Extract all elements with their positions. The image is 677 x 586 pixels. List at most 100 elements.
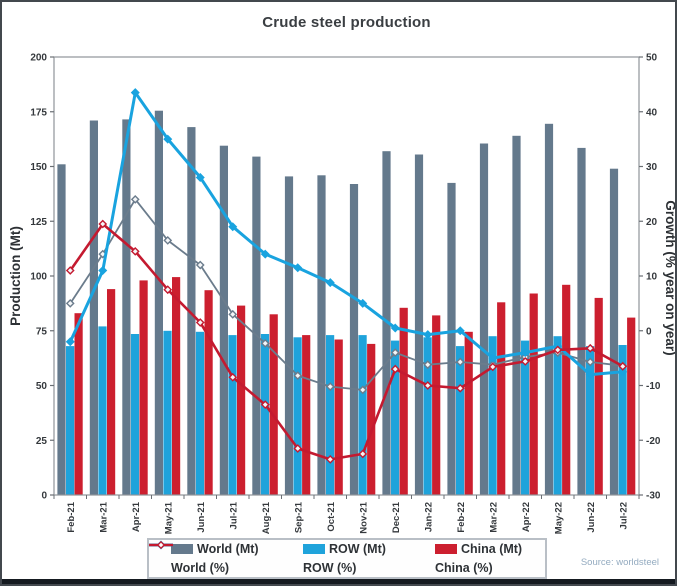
bar-china-mt-: [74, 313, 83, 495]
bar-world-mt-: [349, 184, 359, 495]
x-axis-label: Aug-21: [261, 501, 272, 534]
bar-world-mt-: [544, 123, 554, 496]
legend-label: ROW (Mt): [329, 542, 386, 557]
left-tick-label: 50: [36, 381, 48, 392]
marker-row-: [195, 172, 205, 182]
bar-row-mt-: [358, 335, 367, 495]
right-tick-label: 0: [646, 326, 652, 337]
bar-china-mt-: [139, 280, 148, 495]
x-axis-label: Sep-21: [293, 501, 304, 533]
bar-world-mt-: [512, 135, 521, 496]
bar-row-mt-: [130, 334, 140, 495]
marker-row-: [260, 249, 270, 259]
bar-row-mt-: [98, 326, 107, 495]
marker-row-: [618, 367, 628, 377]
bar-china-mt-: [497, 302, 506, 495]
legend-item-world-mt-: World (Mt): [149, 542, 281, 556]
marker-china-: [98, 219, 108, 229]
bar-world-mt-: [187, 127, 196, 495]
bar-world-mt-: [89, 120, 98, 495]
legend-swatch-icon: [171, 544, 193, 555]
axes-group: 0 25 50 75 100 125 150 175 200 -30 -20 -10 0 10 20 30 40…: [30, 53, 661, 535]
bar-row-mt-: [228, 335, 237, 495]
marker-china-: [325, 455, 335, 464]
marker-row-: [293, 263, 303, 273]
marker-row-: [520, 348, 530, 358]
x-axis-label: May-21: [163, 501, 174, 534]
marker-row-: [585, 370, 595, 380]
bar-china-mt-: [529, 293, 538, 495]
marker-world-: [423, 360, 433, 370]
bar-world-mt-: [414, 154, 424, 495]
chart-legend: World (Mt) ROW (Mt) China (Mt) World (%) ROW…: [147, 538, 547, 579]
bar-china-mt-: [627, 317, 636, 495]
legend-swatch-icon: [435, 544, 457, 555]
marker-world-: [358, 385, 368, 395]
marker-china-: [455, 383, 465, 393]
bar-world-mt-: [577, 147, 586, 495]
bar-row-mt-: [293, 337, 302, 495]
source-note: Source: worldsteel: [580, 557, 659, 568]
bar-china-mt-: [464, 331, 473, 495]
marker-china-: [585, 343, 595, 353]
bar-row-mt-: [163, 330, 172, 496]
marker-world-: [390, 348, 400, 358]
bar-china-mt-: [562, 284, 571, 495]
marker-row-: [390, 323, 400, 333]
marker-china-: [520, 357, 530, 366]
marker-china-: [293, 444, 303, 453]
left-tick-label: 0: [41, 491, 47, 502]
marker-row-: [488, 353, 498, 363]
marker-row-: [423, 330, 433, 340]
left-tick-label: 150: [30, 162, 47, 173]
right-tick-label: -10: [646, 381, 661, 392]
marker-world-: [325, 382, 335, 391]
x-axis-label: Jun-22: [586, 502, 597, 533]
legend-line-marker-icon: [149, 540, 173, 550]
bar-row-mt-: [66, 346, 75, 495]
bar-world-mt-: [122, 119, 131, 496]
bar-world-mt-: [252, 156, 261, 495]
bottom-border-band: [2, 579, 675, 584]
bar-row-mt-: [456, 346, 465, 495]
right-tick-label: 50: [646, 53, 658, 64]
x-axis-label: Feb-21: [66, 501, 77, 532]
x-axis-label: Jun-21: [196, 501, 207, 532]
legend-item-china-mt-: China (Mt): [413, 542, 545, 556]
bar-china-mt-: [594, 297, 603, 495]
bar-row-mt-: [521, 340, 530, 495]
chart-title: Crude steel production: [262, 14, 431, 31]
bar-china-mt-: [334, 339, 343, 495]
marker-china-: [488, 362, 498, 372]
marker-china-: [228, 372, 238, 382]
bar-world-mt-: [219, 145, 228, 495]
x-axis-label: Oct-21: [326, 501, 337, 531]
legend-item-china-: China (%): [149, 540, 545, 575]
bar-row-mt-: [391, 340, 400, 495]
bar-china-mt-: [399, 307, 408, 495]
x-axis-label: Apr-21: [131, 501, 142, 532]
bar-world-mt-: [317, 175, 326, 496]
x-axis-label: Dec-21: [391, 501, 402, 533]
left-tick-label: 100: [30, 272, 47, 283]
marker-world-: [585, 357, 595, 367]
marker-world-: [260, 338, 270, 348]
bar-china-mt-: [432, 315, 441, 495]
bar-world-mt-: [447, 182, 456, 495]
marker-china-: [130, 246, 140, 256]
marker-world-: [293, 371, 303, 381]
marker-row-: [455, 326, 465, 336]
bar-china-mt-: [367, 343, 376, 495]
bar-row-mt-: [488, 336, 497, 495]
bar-world-mt-: [284, 176, 294, 495]
bar-row-mt-: [618, 345, 627, 495]
legend-item-row-mt-: ROW (Mt): [281, 542, 413, 556]
legend-label: World (%): [171, 560, 230, 575]
bar-row-mt-: [195, 331, 205, 495]
right-tick-label: 30: [646, 162, 658, 173]
line-row-: [68, 91, 625, 377]
marker-china-: [163, 285, 173, 295]
legend-item-world-: World (%): [149, 540, 281, 575]
